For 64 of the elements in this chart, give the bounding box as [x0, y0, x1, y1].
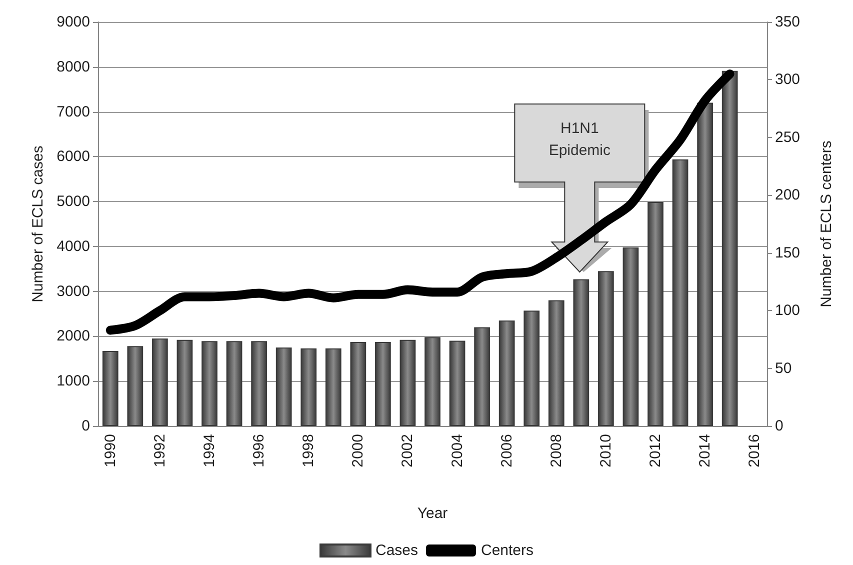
bar — [152, 338, 168, 426]
bar — [276, 347, 292, 426]
bar — [424, 337, 440, 426]
y-tick-label: 7000 — [56, 103, 90, 120]
y-axis-title: Number of ECLS cases — [30, 146, 47, 302]
y-tick-label: 5000 — [56, 193, 90, 210]
y2-tick-label: 250 — [775, 128, 800, 146]
x-tick-label: 2006 — [498, 434, 516, 468]
bar — [722, 70, 738, 426]
y-tick-label: 6000 — [56, 148, 90, 166]
legend-label: Cases — [375, 542, 418, 559]
bar — [400, 340, 416, 426]
bar — [127, 346, 144, 426]
y-tick-label: 2000 — [56, 328, 90, 345]
x-tick-label: 1998 — [300, 434, 318, 468]
bar — [300, 348, 317, 426]
y2-tick-label: 50 — [775, 360, 792, 377]
x-tick-label: 2002 — [399, 434, 416, 468]
bar — [474, 327, 490, 426]
bar — [598, 271, 614, 426]
bar — [375, 342, 391, 426]
bar — [622, 247, 639, 426]
x-tick-label: 2012 — [647, 434, 664, 468]
x-tick-label: 2014 — [696, 434, 714, 468]
y-tick-label: 1000 — [56, 372, 90, 390]
bar — [648, 202, 664, 426]
bar — [548, 300, 564, 426]
y2-tick-label: 100 — [775, 302, 800, 320]
x-tick-label: 2004 — [448, 434, 466, 468]
bar — [350, 342, 366, 426]
y2-axis-title: Number of ECLS centers — [818, 140, 835, 308]
bar — [697, 102, 713, 426]
bar — [202, 341, 218, 426]
bar — [325, 348, 342, 426]
bar — [251, 341, 267, 426]
x-tick-label: 2000 — [350, 434, 367, 468]
x-axis-title: Year — [417, 505, 448, 522]
x-tick-label: 1996 — [250, 434, 268, 468]
x-tick-label: 1990 — [102, 434, 119, 468]
bar — [524, 310, 540, 426]
y2-tick-label: 200 — [775, 186, 800, 204]
bar — [449, 340, 466, 426]
legend-label: Centers — [481, 542, 534, 559]
x-tick-label: 2008 — [548, 434, 565, 468]
bar — [498, 320, 515, 426]
x-tick-label: 2010 — [597, 434, 614, 468]
bar — [226, 341, 242, 426]
x-tick-label: 1992 — [151, 434, 168, 468]
y-tick-label: 9000 — [56, 14, 90, 30]
bar — [672, 159, 688, 426]
y-tick-label: 8000 — [56, 58, 90, 76]
bar — [573, 279, 590, 426]
y2-tick-label: 0 — [775, 418, 784, 434]
x-tick-label: 1994 — [201, 434, 218, 468]
y-tick-label: 3000 — [56, 282, 90, 300]
y2-tick-label: 350 — [775, 14, 800, 30]
y-tick-label: 4000 — [56, 238, 90, 255]
annotation: H1N1 Epidemic — [548, 119, 612, 161]
x-tick-label: 2016 — [746, 434, 764, 468]
y2-tick-label: 150 — [775, 244, 800, 262]
bar — [102, 351, 118, 426]
bar — [176, 340, 193, 426]
y2-tick-label: 300 — [775, 71, 800, 88]
y-tick-label: 0 — [82, 418, 90, 434]
